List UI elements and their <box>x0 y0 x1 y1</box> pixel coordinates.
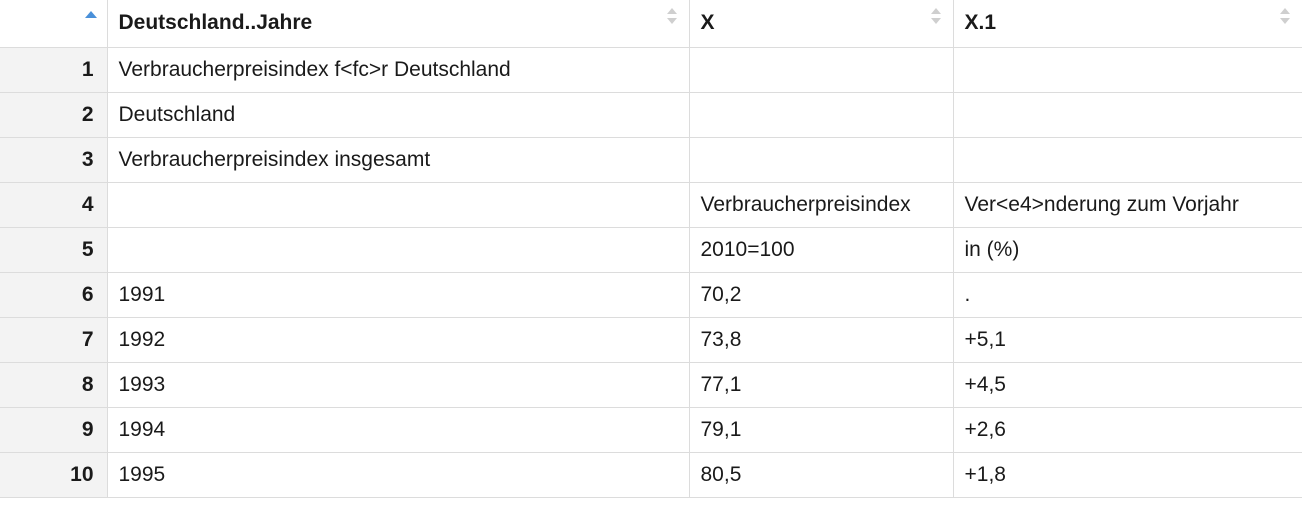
table-row[interactable]: 6 1991 70,2 . <box>0 272 1302 318</box>
cell[interactable]: 70,2 <box>689 272 954 318</box>
cell[interactable]: 1995 <box>107 452 690 498</box>
row-number: 6 <box>0 272 108 318</box>
cell[interactable]: 77,1 <box>689 362 954 408</box>
table-row[interactable]: 9 1994 79,1 +2,6 <box>0 407 1302 453</box>
cell[interactable]: . <box>953 272 1302 318</box>
row-number: 2 <box>0 92 108 138</box>
cell[interactable]: 2010=100 <box>689 227 954 273</box>
table-row[interactable]: 5 2010=100 in (%) <box>0 227 1302 273</box>
header-row: Deutschland..Jahre X X.1 <box>0 0 1302 48</box>
cell[interactable]: +2,6 <box>953 407 1302 453</box>
sort-icon[interactable] <box>1279 8 1290 28</box>
cell[interactable] <box>689 137 954 183</box>
column-header-label: Deutschland..Jahre <box>118 11 313 35</box>
cell[interactable]: +1,8 <box>953 452 1302 498</box>
cell[interactable] <box>107 227 690 273</box>
cell[interactable] <box>107 182 690 228</box>
column-header-x1[interactable]: X.1 <box>953 0 1302 48</box>
row-number: 4 <box>0 182 108 228</box>
cell[interactable]: +4,5 <box>953 362 1302 408</box>
table-row[interactable]: 7 1992 73,8 +5,1 <box>0 317 1302 363</box>
cell[interactable] <box>689 47 954 93</box>
cell[interactable]: Verbraucherpreisindex <box>689 182 954 228</box>
column-header-deutschland-jahre[interactable]: Deutschland..Jahre <box>107 0 690 48</box>
row-number: 8 <box>0 362 108 408</box>
table-row[interactable]: 3 Verbraucherpreisindex insgesamt <box>0 137 1302 183</box>
cell[interactable] <box>953 137 1302 183</box>
sort-icon[interactable] <box>930 8 941 28</box>
sort-ascending-icon[interactable] <box>85 11 97 18</box>
cell[interactable]: 1993 <box>107 362 690 408</box>
cell[interactable]: +5,1 <box>953 317 1302 363</box>
row-number: 1 <box>0 47 108 93</box>
cell[interactable]: Deutschland <box>107 92 690 138</box>
column-header-label: X.1 <box>964 11 997 35</box>
data-table: Deutschland..Jahre X X.1 1 Verbraucherpr… <box>0 0 1302 498</box>
cell[interactable]: in (%) <box>953 227 1302 273</box>
row-number: 3 <box>0 137 108 183</box>
cell[interactable]: 1992 <box>107 317 690 363</box>
cell[interactable]: Verbraucherpreisindex insgesamt <box>107 137 690 183</box>
table-row[interactable]: 10 1995 80,5 +1,8 <box>0 452 1302 498</box>
row-index-header[interactable] <box>0 0 108 48</box>
row-number: 9 <box>0 407 108 453</box>
cell[interactable] <box>689 92 954 138</box>
cell[interactable] <box>953 92 1302 138</box>
row-number: 5 <box>0 227 108 273</box>
column-header-x[interactable]: X <box>689 0 954 48</box>
cell[interactable]: 73,8 <box>689 317 954 363</box>
table-row[interactable]: 1 Verbraucherpreisindex f<fc>r Deutschla… <box>0 47 1302 93</box>
cell[interactable] <box>953 47 1302 93</box>
cell[interactable]: 1994 <box>107 407 690 453</box>
sort-icon[interactable] <box>666 8 677 28</box>
table-row[interactable]: 2 Deutschland <box>0 92 1302 138</box>
cell[interactable]: 79,1 <box>689 407 954 453</box>
table-row[interactable]: 8 1993 77,1 +4,5 <box>0 362 1302 408</box>
cell[interactable]: Ver<e4>nderung zum Vorjahr <box>953 182 1302 228</box>
table-row[interactable]: 4 Verbraucherpreisindex Ver<e4>nderung z… <box>0 182 1302 228</box>
column-header-label: X <box>700 11 715 35</box>
row-number: 7 <box>0 317 108 363</box>
cell[interactable]: 80,5 <box>689 452 954 498</box>
cell[interactable]: 1991 <box>107 272 690 318</box>
row-number: 10 <box>0 452 108 498</box>
cell[interactable]: Verbraucherpreisindex f<fc>r Deutschland <box>107 47 690 93</box>
